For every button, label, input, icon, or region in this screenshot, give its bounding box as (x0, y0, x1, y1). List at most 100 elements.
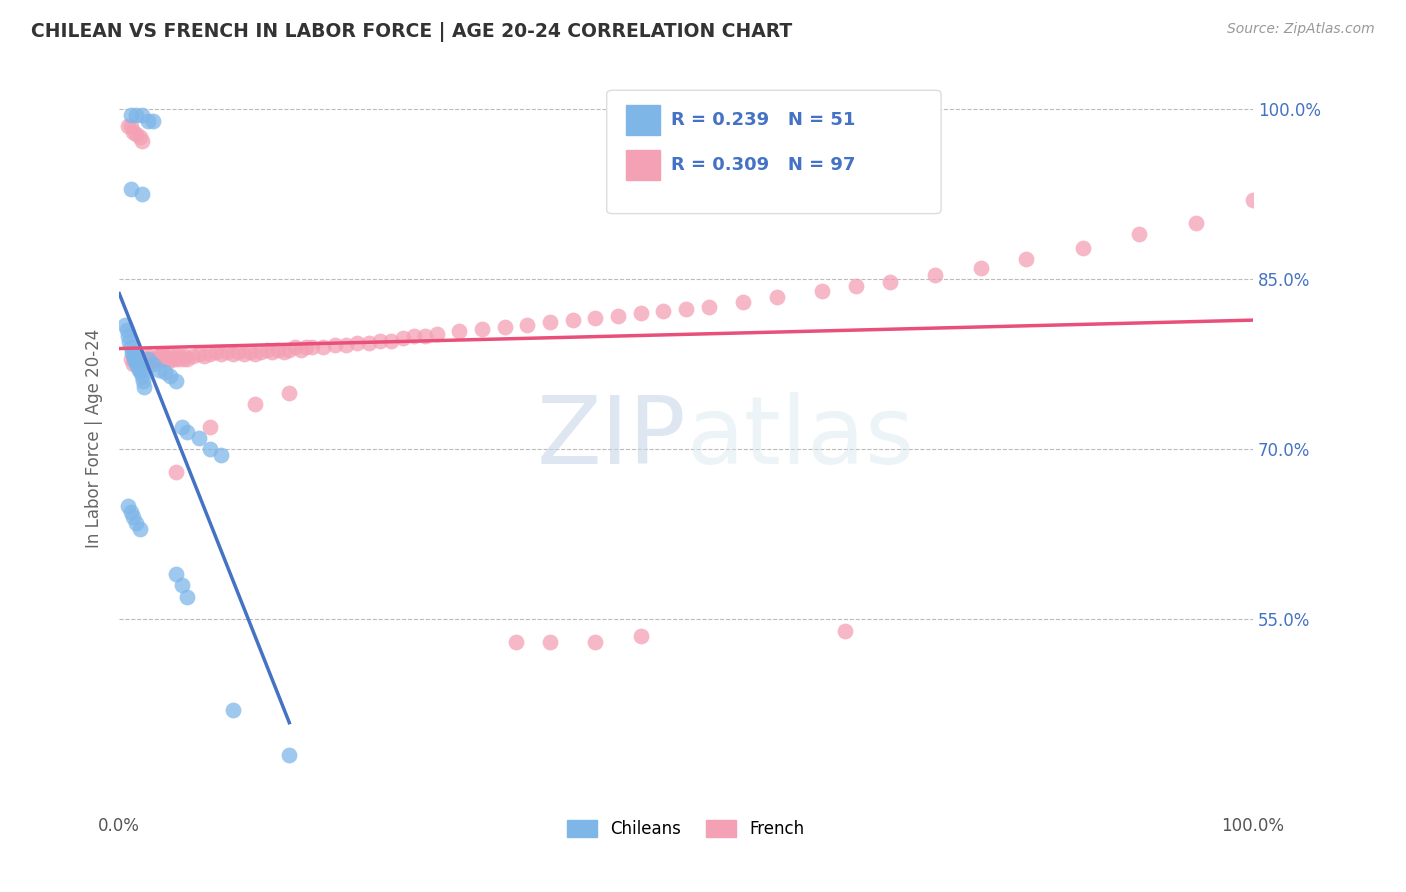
Point (125, 516, 148, 530)
Point (169, 350, 191, 364)
Point (471, 322, 494, 336)
Point (153, 365, 176, 379)
Point (156, 351, 179, 366)
Point (120, 182, 142, 196)
Point (128, 363, 150, 377)
Point (323, 338, 346, 352)
Point (209, 448, 232, 462)
Point (167, 351, 190, 366)
Point (312, 340, 335, 354)
Bar (626, 105, 659, 135)
Point (131, 108, 153, 122)
Point (583, 310, 606, 325)
Point (122, 351, 145, 366)
Point (675, 301, 697, 316)
Point (128, 129, 150, 144)
Point (120, 505, 142, 519)
Point (139, 351, 162, 366)
Point (117, 329, 139, 343)
Point (301, 340, 323, 354)
Point (187, 347, 209, 361)
Point (165, 465, 187, 479)
Text: atlas: atlas (686, 392, 914, 484)
Legend: Chileans, French: Chileans, French (561, 814, 811, 845)
Point (209, 347, 232, 361)
Point (245, 347, 267, 361)
Point (125, 354, 148, 368)
Point (204, 344, 226, 359)
Point (368, 334, 391, 348)
Point (122, 510, 145, 524)
Point (120, 108, 142, 122)
Point (630, 629, 652, 643)
Point (150, 347, 173, 361)
Point (290, 343, 312, 357)
Point (131, 134, 153, 148)
Point (127, 350, 149, 364)
Point (165, 350, 187, 364)
Point (142, 357, 165, 371)
Point (516, 318, 538, 332)
Point (142, 113, 165, 128)
Point (138, 354, 160, 368)
Bar (626, 150, 659, 180)
Point (128, 363, 150, 377)
Point (131, 368, 153, 383)
Point (426, 326, 449, 341)
Text: ZIP: ZIP (537, 392, 686, 484)
Point (128, 522, 150, 536)
Point (1128, 227, 1150, 241)
Point (221, 347, 243, 361)
Point (221, 703, 243, 717)
Point (415, 329, 437, 343)
Point (1185, 216, 1208, 230)
Point (148, 363, 170, 377)
Point (652, 304, 675, 318)
Point (157, 354, 180, 368)
Point (193, 350, 215, 364)
Point (346, 335, 368, 350)
Point (145, 351, 167, 366)
Point (538, 635, 561, 649)
Point (630, 306, 652, 320)
Point (176, 590, 198, 604)
Point (278, 343, 301, 357)
Point (198, 347, 221, 361)
Point (163, 351, 186, 366)
Point (134, 357, 156, 371)
Point (125, 357, 148, 371)
Point (125, 128, 148, 142)
Point (494, 320, 516, 334)
Point (136, 350, 159, 364)
Point (845, 279, 868, 293)
Point (160, 350, 183, 364)
Point (118, 334, 141, 349)
Point (198, 419, 221, 434)
Point (731, 295, 754, 310)
Point (607, 309, 630, 323)
Point (131, 351, 153, 366)
Point (391, 331, 413, 345)
Point (357, 335, 380, 350)
Point (811, 284, 834, 298)
Point (129, 365, 152, 379)
Point (262, 344, 284, 359)
Point (970, 260, 993, 275)
Point (128, 354, 150, 368)
Point (122, 346, 145, 360)
Point (380, 334, 402, 348)
Point (284, 340, 307, 354)
Point (449, 325, 471, 339)
Point (834, 624, 856, 638)
Point (120, 340, 142, 354)
Point (122, 357, 145, 371)
Point (239, 344, 262, 359)
Point (765, 290, 787, 304)
Point (132, 374, 155, 388)
Point (583, 635, 606, 649)
Point (134, 380, 156, 394)
Point (120, 120, 142, 134)
Point (250, 344, 273, 359)
Point (295, 340, 318, 354)
Point (170, 578, 193, 592)
